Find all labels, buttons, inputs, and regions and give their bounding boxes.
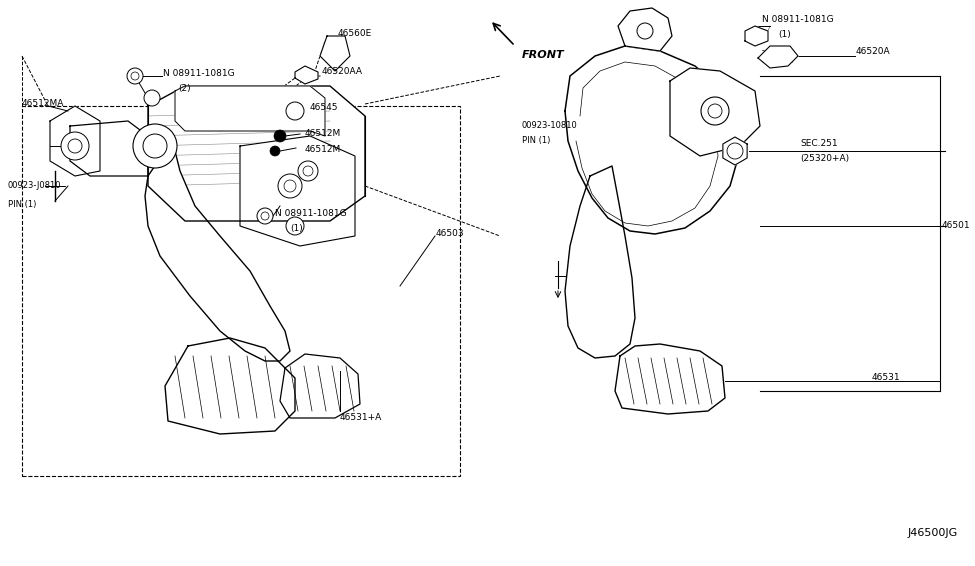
Text: 46531: 46531	[872, 374, 901, 383]
Circle shape	[274, 130, 286, 142]
Text: FRONT: FRONT	[522, 50, 565, 60]
Text: SEC.251: SEC.251	[800, 139, 838, 148]
Text: N 08911-1081G: N 08911-1081G	[163, 68, 235, 78]
Circle shape	[701, 97, 729, 125]
Circle shape	[298, 161, 318, 181]
Polygon shape	[565, 166, 635, 358]
Circle shape	[286, 217, 304, 235]
Polygon shape	[295, 66, 318, 84]
Text: (1): (1)	[290, 225, 303, 234]
Text: 46545: 46545	[310, 102, 338, 112]
Text: 46501: 46501	[942, 221, 971, 230]
Text: (25320+A): (25320+A)	[800, 153, 849, 162]
Polygon shape	[240, 136, 355, 246]
Text: 46520AA: 46520AA	[322, 67, 363, 76]
Text: J46500JG: J46500JG	[908, 528, 958, 538]
Circle shape	[143, 134, 167, 158]
Polygon shape	[745, 26, 768, 46]
Circle shape	[270, 146, 280, 156]
Polygon shape	[70, 121, 148, 176]
Circle shape	[727, 143, 743, 159]
Text: PIN (1): PIN (1)	[8, 199, 36, 208]
Polygon shape	[165, 338, 295, 434]
Text: 46512MA: 46512MA	[22, 100, 64, 109]
Text: N 08911-1081G: N 08911-1081G	[762, 15, 834, 24]
Circle shape	[144, 90, 160, 106]
Circle shape	[131, 72, 139, 80]
Polygon shape	[565, 46, 740, 234]
Text: (2): (2)	[178, 84, 191, 92]
Text: 46520A: 46520A	[856, 48, 890, 57]
Circle shape	[708, 104, 722, 118]
Polygon shape	[615, 344, 725, 414]
Polygon shape	[50, 106, 100, 176]
Polygon shape	[145, 151, 290, 361]
Polygon shape	[722, 137, 747, 165]
Polygon shape	[148, 86, 365, 221]
Polygon shape	[175, 86, 325, 136]
Text: 00923-10810: 00923-10810	[522, 122, 578, 131]
Polygon shape	[320, 36, 350, 71]
Circle shape	[257, 208, 273, 224]
Text: 46531+A: 46531+A	[340, 414, 382, 422]
Polygon shape	[280, 354, 360, 418]
Text: (1): (1)	[778, 31, 791, 40]
Polygon shape	[758, 46, 798, 68]
Circle shape	[637, 23, 653, 39]
Text: PIN (1): PIN (1)	[522, 136, 550, 145]
Bar	[22, 106, 460, 476]
Text: 46560E: 46560E	[338, 29, 372, 38]
Circle shape	[284, 180, 296, 192]
Circle shape	[303, 166, 313, 176]
Circle shape	[286, 102, 304, 120]
Circle shape	[61, 132, 89, 160]
Text: 46512M: 46512M	[305, 130, 341, 139]
Circle shape	[68, 139, 82, 153]
Circle shape	[261, 212, 269, 220]
Text: 00923-J0810: 00923-J0810	[8, 182, 61, 191]
Circle shape	[133, 124, 177, 168]
Text: N 08911-1081G: N 08911-1081G	[275, 209, 347, 218]
Polygon shape	[670, 68, 760, 156]
Text: 46512M: 46512M	[305, 145, 341, 155]
Circle shape	[127, 68, 143, 84]
Polygon shape	[618, 8, 672, 51]
Circle shape	[278, 174, 302, 198]
Text: 46503: 46503	[436, 229, 465, 238]
